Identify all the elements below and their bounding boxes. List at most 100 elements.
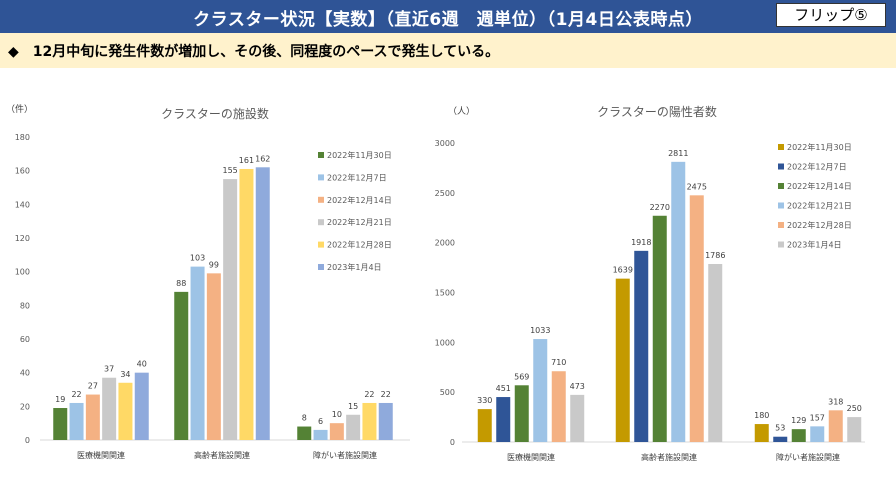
- y-tick-label: 1500: [435, 289, 455, 298]
- data-label: 34: [120, 370, 130, 379]
- data-label: 1918: [631, 238, 651, 247]
- y-tick-label: 20: [20, 402, 30, 411]
- data-label: 2270: [650, 203, 670, 212]
- bar: [134, 372, 149, 440]
- data-label: 180: [754, 411, 769, 420]
- data-label: 10: [332, 410, 342, 419]
- legend-swatch: [778, 241, 784, 248]
- data-label: 1786: [705, 251, 725, 260]
- y-tick-label: 2500: [435, 189, 455, 198]
- data-label: 40: [137, 360, 147, 369]
- data-label: 37: [104, 365, 114, 374]
- bar: [85, 394, 100, 440]
- y-tick-label: 0: [450, 438, 455, 447]
- legend-swatch: [318, 264, 324, 270]
- bar: [634, 250, 649, 442]
- legend-label: 2022年12月14日: [787, 181, 852, 191]
- y-axis-unit: （人）: [448, 106, 475, 117]
- bar: [102, 377, 117, 440]
- data-label: 157: [810, 413, 825, 422]
- bar: [496, 397, 511, 442]
- data-label: 162: [255, 154, 270, 163]
- chart-title: クラスターの施設数: [161, 106, 269, 121]
- legend-swatch: [318, 152, 324, 158]
- summary-band: ◆ 12月中旬に発生件数が増加し、その後、同程度のペースで発生している。: [0, 33, 896, 68]
- bar: [206, 273, 221, 440]
- data-label: 330: [477, 396, 492, 405]
- y-tick-label: 0: [25, 436, 30, 445]
- legend-swatch: [778, 163, 784, 170]
- y-tick-label: 80: [20, 301, 30, 310]
- y-tick-label: 180: [15, 133, 30, 142]
- y-tick-label: 500: [440, 388, 455, 397]
- data-label: 129: [791, 416, 806, 425]
- data-label: 250: [847, 404, 862, 413]
- data-label: 473: [570, 382, 585, 391]
- x-category-label: 高齢者施設関連: [641, 452, 697, 462]
- data-label: 569: [514, 372, 529, 381]
- data-label: 161: [239, 156, 254, 165]
- bar: [313, 429, 328, 440]
- y-tick-label: 40: [20, 369, 30, 378]
- bar: [118, 382, 133, 440]
- bar: [671, 161, 686, 442]
- y-tick-label: 120: [15, 234, 30, 243]
- legend-label: 2022年12月7日: [327, 172, 387, 182]
- bar: [239, 168, 254, 440]
- y-tick-label: 160: [15, 167, 30, 176]
- data-label: 6: [318, 417, 323, 426]
- legend-label: 2022年12月28日: [787, 220, 852, 230]
- bar: [223, 179, 238, 440]
- data-label: 710: [551, 358, 566, 367]
- summary-text: ◆ 12月中旬に発生件数が増加し、その後、同程度のペースで発生している。: [8, 44, 500, 60]
- y-tick-label: 60: [20, 335, 30, 344]
- y-tick-label: 140: [15, 200, 30, 209]
- bar: [791, 429, 806, 442]
- data-label: 19: [55, 395, 65, 404]
- bar: [754, 424, 769, 442]
- legend-swatch: [318, 241, 324, 248]
- data-label: 99: [209, 260, 219, 269]
- data-label: 155: [223, 166, 238, 175]
- x-category-label: 医療機関関連: [77, 450, 125, 460]
- chart-title: クラスターの陽性者数: [597, 104, 717, 119]
- bar: [190, 266, 205, 440]
- legend-label: 2022年12月21日: [787, 201, 852, 211]
- data-label: 15: [348, 402, 358, 411]
- y-tick-label: 3000: [435, 139, 455, 148]
- bar: [69, 402, 84, 440]
- legend-label: 2022年11月30日: [327, 150, 392, 160]
- x-category-label: 障がい者施設関連: [313, 450, 377, 460]
- bar: [615, 278, 630, 442]
- legend-label: 2022年12月28日: [327, 240, 392, 250]
- legend-label: 2022年12月7日: [787, 162, 847, 172]
- data-label: 2475: [687, 182, 707, 191]
- legend-swatch: [778, 144, 784, 150]
- bar: [362, 402, 377, 440]
- bar: [708, 263, 723, 442]
- bar: [773, 436, 788, 442]
- x-category-label: 障がい者施設関連: [776, 452, 840, 462]
- bar: [297, 426, 312, 440]
- bar: [378, 402, 393, 440]
- legend-swatch: [318, 219, 324, 226]
- bar: [477, 409, 492, 442]
- flip-label: フリップ⑤: [776, 3, 886, 27]
- bar: [514, 385, 529, 442]
- legend-swatch: [778, 183, 784, 189]
- bar: [329, 423, 344, 440]
- legend-swatch: [778, 222, 784, 228]
- bar: [828, 410, 843, 442]
- legend-label: 2023年1月4日: [327, 262, 382, 272]
- data-label: 22: [381, 390, 391, 399]
- y-axis-unit: （件）: [6, 103, 33, 115]
- data-label: 27: [88, 382, 98, 391]
- data-label: 451: [496, 384, 511, 393]
- data-label: 1033: [530, 326, 550, 335]
- charts-area: クラスターの施設数（件）020406080100120140160180医療機関…: [6, 103, 865, 462]
- bar: [652, 215, 667, 442]
- bar: [551, 371, 566, 442]
- bar: [53, 408, 68, 440]
- legend-swatch: [778, 202, 784, 209]
- data-label: 318: [828, 397, 843, 406]
